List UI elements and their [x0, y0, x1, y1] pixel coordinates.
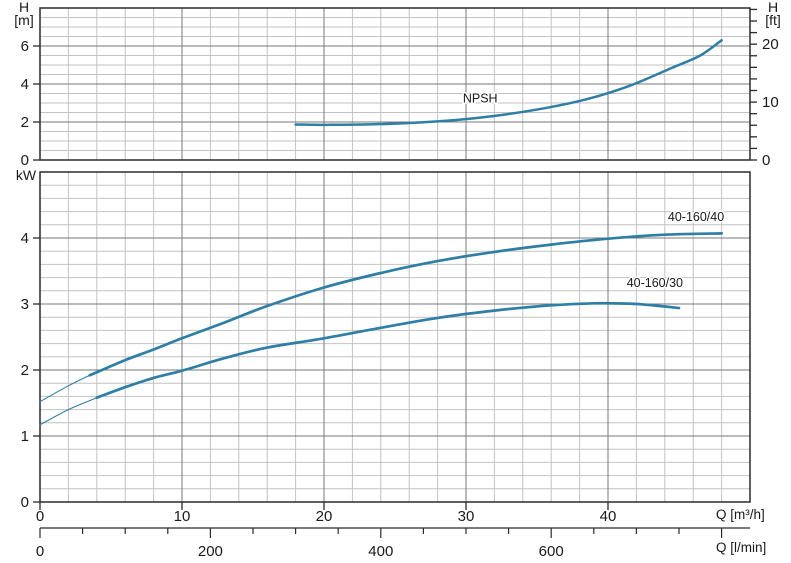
x-axis-m3h: 0 10 20 30 40 — [36, 502, 617, 525]
right-axis-title-symbol: H — [767, 0, 779, 15]
npsh-ytick-label: 6 — [21, 38, 29, 55]
curve-40-160-30 — [39, 397, 98, 426]
power-axis-title: kW — [15, 167, 37, 183]
npsh-right-ytick-label: 20 — [762, 36, 779, 53]
power-ytick-label: 2 — [21, 362, 29, 379]
x-tick-label: 30 — [458, 508, 475, 525]
power-ytick-label: 3 — [21, 296, 29, 313]
curve-40-160-30-label: 40-160/30 — [627, 276, 683, 290]
x-axis-unit-label: Q [m³/h] — [716, 507, 765, 522]
npsh-right-ytick-label: 0 — [762, 152, 770, 169]
right-axis-title: H [ft] — [755, 0, 791, 28]
npsh-right-ytick-label: 10 — [762, 94, 779, 111]
curve-npsh-label: NPSH — [463, 92, 498, 106]
lmin-tick-label: 200 — [198, 543, 223, 560]
npsh-ytick-label: 0 — [21, 152, 29, 169]
curve-40-160-40-label: 40-160/40 — [668, 210, 724, 224]
lmin-tick-label: 600 — [539, 543, 564, 560]
npsh-ytick-label: 4 — [21, 76, 29, 93]
x-tick-label: 0 — [36, 508, 44, 525]
power-ytick-label: 0 — [21, 494, 29, 511]
x-axis-lmin: 0 200 400 600 — [36, 527, 750, 560]
npsh-panel: 0 2 4 6 0 10 20 NPSH — [21, 7, 779, 169]
curve-40-160-40 — [88, 232, 723, 377]
x-tick-label: 40 — [600, 508, 617, 525]
npsh-ytick-label: 2 — [21, 114, 29, 131]
x-tick-label: 20 — [316, 508, 333, 525]
lmin-tick-label: 0 — [36, 543, 44, 560]
curve-40-160-40 — [39, 374, 91, 403]
left-axis-title-unit: [m] — [14, 12, 34, 28]
curve-npsh — [294, 39, 723, 127]
left-axis-title-symbol: H — [18, 0, 30, 15]
curve-40-160-30 — [95, 301, 681, 400]
power-panel: 0 1 2 3 4 40-160/40 40-160/30 — [21, 171, 751, 511]
x-axis-secondary-unit-label: Q [l/min] — [716, 540, 767, 555]
right-axis-title-unit: [ft] — [765, 12, 781, 28]
power-ytick-label: 1 — [21, 428, 29, 445]
power-ytick-label: 4 — [21, 230, 29, 247]
x-tick-label: 10 — [174, 508, 191, 525]
lmin-tick-label: 400 — [368, 543, 393, 560]
left-axis-title: H [m] — [6, 0, 42, 28]
